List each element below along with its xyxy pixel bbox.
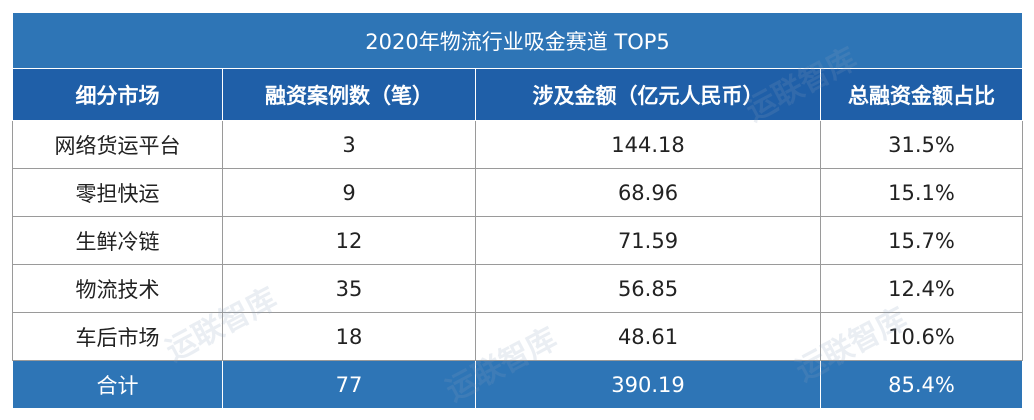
cell: 零担快运: [12, 168, 223, 217]
header-cell: 涉及金额（亿元人民币）: [475, 68, 821, 121]
cell: 18: [222, 312, 476, 361]
data-row: 网络货运平台 3 144.18 31.5%: [12, 120, 1023, 169]
table-body: 2020年物流行业吸金赛道 TOP5 细分市场 融资案例数（笔） 涉及金额（亿元人民…: [12, 12, 1023, 409]
data-row: 生鲜冷链 12 71.59 15.7%: [12, 216, 1023, 265]
cell: 车后市场: [12, 312, 223, 361]
cell: 48.61: [475, 312, 821, 361]
cell: 10.6%: [820, 312, 1023, 361]
cell: 网络货运平台: [12, 120, 223, 169]
total-row: 合计 77 390.19 85.4%: [12, 360, 1023, 409]
cell: 15.1%: [820, 168, 1023, 217]
cell: 12.4%: [820, 264, 1023, 313]
cell: 56.85: [475, 264, 821, 313]
total-cell: 85.4%: [820, 360, 1023, 409]
title-row: 2020年物流行业吸金赛道 TOP5: [12, 12, 1023, 69]
cell: 生鲜冷链: [12, 216, 223, 265]
cell: 71.59: [475, 216, 821, 265]
cell: 9: [222, 168, 476, 217]
data-row: 物流技术 35 56.85 12.4%: [12, 264, 1023, 313]
cell: 144.18: [475, 120, 821, 169]
total-cell: 77: [222, 360, 476, 409]
total-cell: 合计: [12, 360, 223, 409]
header-row: 细分市场 融资案例数（笔） 涉及金额（亿元人民币） 总融资金额占比: [12, 68, 1023, 121]
header-cell: 总融资金额占比: [820, 68, 1023, 121]
cell: 12: [222, 216, 476, 265]
data-row: 零担快运 9 68.96 15.1%: [12, 168, 1023, 217]
header-cell: 细分市场: [12, 68, 223, 121]
total-cell: 390.19: [475, 360, 821, 409]
cell: 物流技术: [12, 264, 223, 313]
cell: 3: [222, 120, 476, 169]
cell: 35: [222, 264, 476, 313]
header-cell: 融资案例数（笔）: [222, 68, 476, 121]
data-table: 2020年物流行业吸金赛道 TOP5 细分市场 融资案例数（笔） 涉及金额（亿元人民…: [12, 12, 1023, 409]
cell: 15.7%: [820, 216, 1023, 265]
data-row: 车后市场 18 48.61 10.6%: [12, 312, 1023, 361]
cell: 31.5%: [820, 120, 1023, 169]
cell: 68.96: [475, 168, 821, 217]
table-title: 2020年物流行业吸金赛道 TOP5: [12, 12, 1023, 69]
